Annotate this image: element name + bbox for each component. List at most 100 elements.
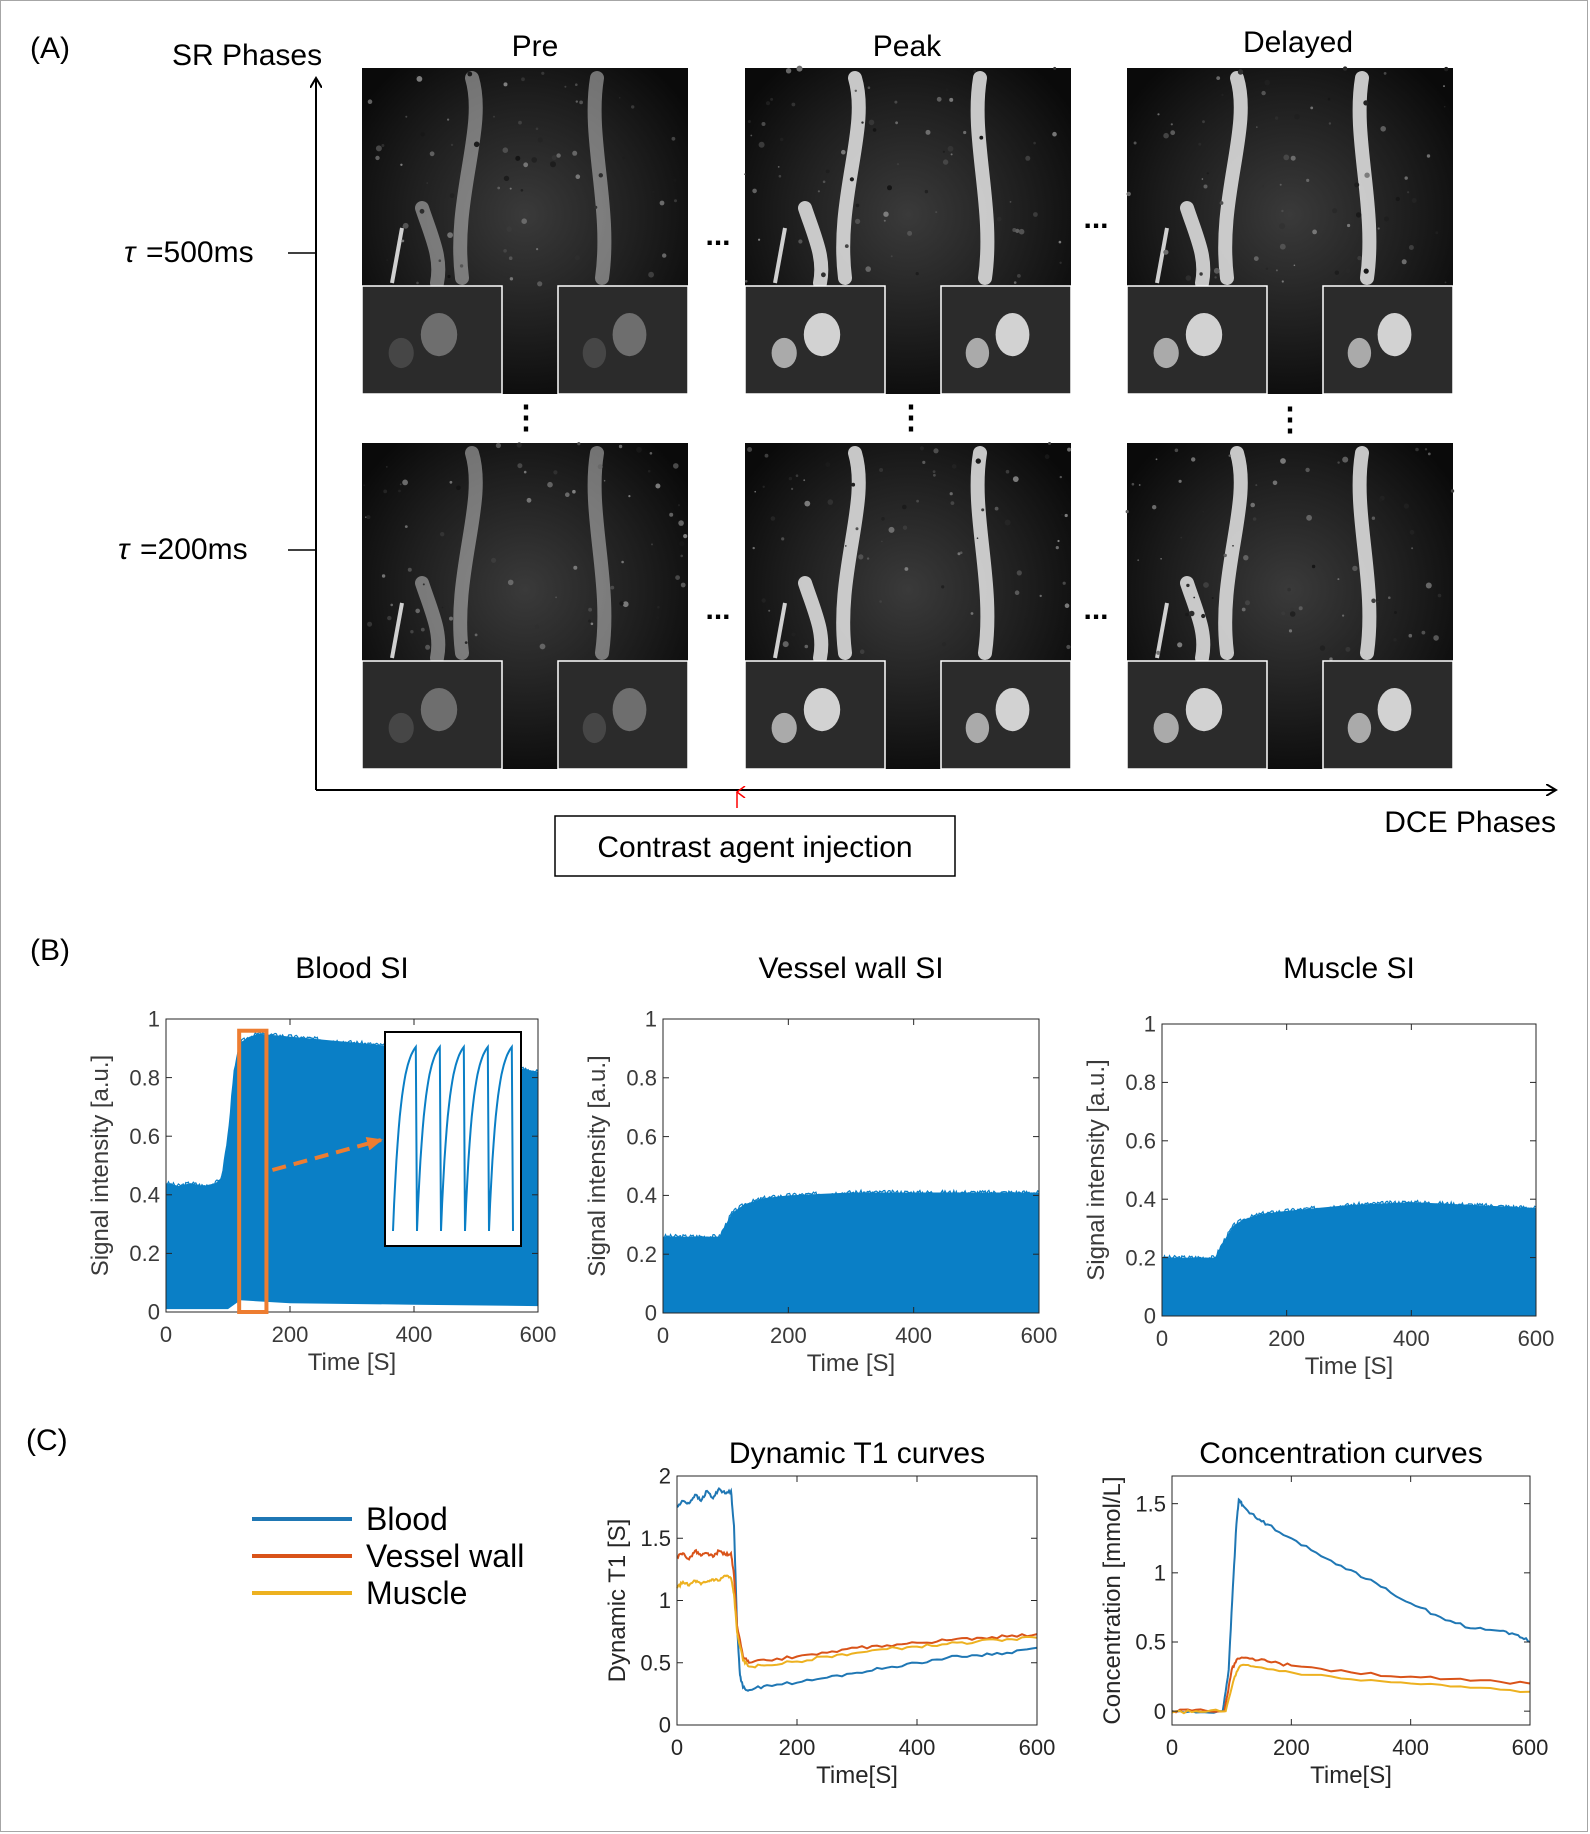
y-tick-label: 0 bbox=[659, 1713, 671, 1738]
y-tick-label: 1 bbox=[1144, 1012, 1156, 1037]
column-header-pre: Pre bbox=[512, 30, 559, 63]
chart-dynamic-t1: 0 200 400 600 0 0.5 1 1.5 2 Dynamic T1 curves Time… bbox=[604, 1437, 1055, 1789]
x-tick-label: 600 bbox=[1021, 1323, 1058, 1348]
ellipsis-h: ... bbox=[1083, 202, 1108, 235]
chart-muscle-si: 0 200 400 600 0 0.2 0.4 0.6 0.8 1 Muscle SI Time [S… bbox=[1083, 952, 1554, 1380]
series-line bbox=[1171, 1663, 1531, 1715]
y-tick-label: 0 bbox=[645, 1301, 657, 1326]
signal-band bbox=[663, 1192, 1039, 1313]
ellipsis-v: ⋮ bbox=[895, 399, 927, 435]
x-tick-label: 200 bbox=[770, 1323, 807, 1348]
legend-item: Muscle bbox=[252, 1575, 467, 1611]
signal-edge bbox=[1161, 1199, 1537, 1262]
y-tick-label: 0 bbox=[1144, 1304, 1156, 1329]
series-line bbox=[676, 1486, 1038, 1692]
mri-image bbox=[361, 68, 689, 395]
legend-label: Blood bbox=[366, 1501, 448, 1537]
y-tick-label: 0.2 bbox=[1125, 1245, 1156, 1270]
y-tick-label: 1 bbox=[659, 1588, 671, 1613]
y-tick-label: 0.2 bbox=[129, 1241, 160, 1266]
zoom-inset bbox=[384, 1031, 522, 1247]
column-header-delayed: Delayed bbox=[1243, 26, 1353, 59]
sr-phases-label: SR Phases bbox=[172, 39, 322, 72]
x-tick-label: 0 bbox=[1156, 1326, 1168, 1351]
tau-200-value: =200ms bbox=[140, 533, 248, 566]
dce-phases-label: DCE Phases bbox=[1384, 806, 1556, 839]
chart-title: Concentration curves bbox=[1199, 1437, 1482, 1470]
y-tick-label: 0.6 bbox=[1125, 1129, 1156, 1154]
zoom-highlight-box bbox=[237, 1028, 269, 1314]
y-tick-label: 0.6 bbox=[626, 1124, 657, 1149]
x-tick-label: 400 bbox=[396, 1322, 433, 1347]
mri-image bbox=[1125, 443, 1455, 770]
ellipsis-v: ⋮ bbox=[510, 399, 542, 435]
injection-label: Contrast agent injection bbox=[597, 831, 912, 864]
mri-image-grid bbox=[361, 65, 1455, 770]
chart-blood-si: 0 200 400 600 0 0.2 0.4 0.6 0.8 1 Blood SI Time [S]… bbox=[87, 952, 556, 1376]
y-tick-label: 0.8 bbox=[626, 1066, 657, 1091]
y-axis-label: Signal intensity [a.u.] bbox=[1083, 1059, 1110, 1280]
chart-title: Muscle SI bbox=[1283, 952, 1415, 985]
y-tick-label: 2 bbox=[659, 1464, 671, 1489]
series-line bbox=[676, 1548, 1038, 1664]
y-tick-label: 0.5 bbox=[1135, 1630, 1166, 1655]
y-axis-label: Signal intensity [a.u.] bbox=[584, 1055, 611, 1276]
y-tick-label: 0.8 bbox=[1125, 1070, 1156, 1095]
injection-box bbox=[554, 815, 956, 877]
y-axis-label: Dynamic T1 [S] bbox=[604, 1519, 631, 1683]
chart-title: Vessel wall SI bbox=[758, 952, 943, 985]
y-tick-label: 0.5 bbox=[640, 1650, 671, 1675]
row-label-200: τ =200ms bbox=[118, 533, 248, 566]
row-label-500: τ =500ms bbox=[124, 236, 254, 269]
x-tick-label: 200 bbox=[1268, 1326, 1305, 1351]
x-tick-label: 600 bbox=[520, 1322, 557, 1347]
x-tick-label: 200 bbox=[272, 1322, 309, 1347]
legend-label: Muscle bbox=[366, 1575, 467, 1611]
y-tick-label: 1.5 bbox=[1135, 1491, 1166, 1516]
chart-vessel-wall-si: 0 200 400 600 0 0.2 0.4 0.6 0.8 1 Vessel wall SI Ti… bbox=[584, 952, 1057, 1377]
inset-wave bbox=[392, 1043, 514, 1232]
ellipsis-v: ⋮ bbox=[1274, 401, 1306, 437]
series-line bbox=[1171, 1497, 1531, 1714]
tau-500-value: =500ms bbox=[146, 236, 254, 269]
x-tick-label: 400 bbox=[895, 1323, 932, 1348]
x-tick-label: 400 bbox=[1392, 1735, 1429, 1760]
x-tick-label: 600 bbox=[1512, 1735, 1549, 1760]
plot-frame bbox=[165, 1018, 539, 1313]
y-tick-label: 0 bbox=[148, 1300, 160, 1325]
column-header-peak: Peak bbox=[873, 30, 942, 63]
tau-symbol: τ bbox=[118, 533, 131, 566]
y-tick-label: 0 bbox=[1154, 1699, 1166, 1724]
plot-frame bbox=[1171, 1475, 1531, 1726]
x-tick-label: 0 bbox=[160, 1322, 172, 1347]
x-axis-label: Time [S] bbox=[807, 1350, 895, 1377]
legend-item: Vessel wall bbox=[252, 1538, 524, 1574]
y-axis-label: Signal intensity [a.u.] bbox=[87, 1055, 114, 1276]
panel-b-label: (B) bbox=[30, 934, 70, 967]
x-tick-label: 0 bbox=[671, 1735, 683, 1760]
mri-image bbox=[361, 442, 689, 770]
ellipsis-h: ... bbox=[1083, 593, 1108, 626]
x-tick-label: 200 bbox=[1273, 1735, 1310, 1760]
ellipsis-h: ... bbox=[705, 219, 730, 252]
ellipsis-h: ... bbox=[705, 593, 730, 626]
y-tick-label: 0.8 bbox=[129, 1065, 160, 1090]
x-tick-label: 400 bbox=[899, 1735, 936, 1760]
x-axis-label: Time [S] bbox=[308, 1349, 396, 1376]
zoom-arrow bbox=[271, 1136, 383, 1172]
chart-title: Blood SI bbox=[295, 952, 408, 985]
y-tick-label: 0.2 bbox=[626, 1242, 657, 1267]
y-tick-label: 0.4 bbox=[129, 1183, 160, 1208]
plot-frame bbox=[1161, 1023, 1537, 1317]
signal-band bbox=[1162, 1202, 1536, 1316]
y-tick-label: 0.4 bbox=[1125, 1187, 1156, 1212]
mri-image bbox=[744, 442, 1072, 770]
signal-edge bbox=[662, 1188, 1040, 1241]
series-line bbox=[676, 1574, 1038, 1669]
chart-concentration: 0 200 400 600 0 0.5 1 1.5 Concentration curves Ti… bbox=[1099, 1437, 1548, 1789]
legend-item: Blood bbox=[252, 1501, 448, 1537]
x-tick-label: 200 bbox=[779, 1735, 816, 1760]
y-tick-label: 0.4 bbox=[626, 1183, 657, 1208]
